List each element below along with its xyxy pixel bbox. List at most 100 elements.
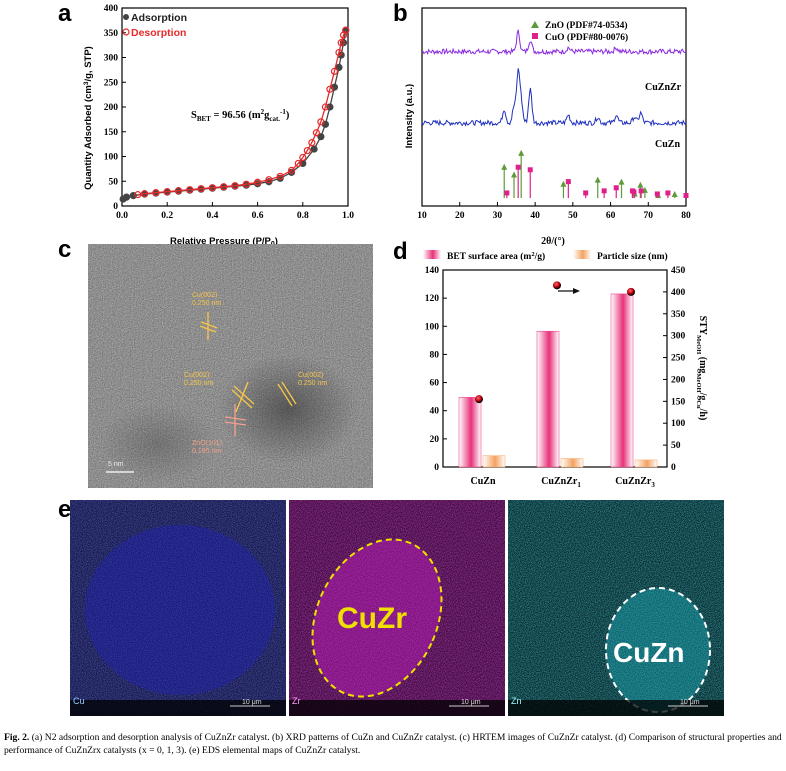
d-ytick-right-label: 0 xyxy=(671,463,676,473)
d-ytick-right-label: 200 xyxy=(671,375,686,385)
hrtem-image: Cu(002) 0.250 nm Cu(002) 0.250 nm Cu(002… xyxy=(88,244,373,488)
b-legend-zno-marker xyxy=(531,21,539,28)
b-ref-zno-marker xyxy=(655,192,662,199)
a-point-adsorption xyxy=(310,145,318,153)
a-point-adsorption xyxy=(265,178,273,186)
d-legend-ps-swatch xyxy=(573,250,591,259)
b-xlabel: 2θ/(°) xyxy=(541,236,565,247)
a-ytick-label: 350 xyxy=(104,29,119,39)
b-xtick-label: 70 xyxy=(644,211,654,221)
a-legend-desorption-marker xyxy=(122,28,130,36)
a-legend-adsorption-marker xyxy=(123,14,129,20)
d-ytick-right-label: 50 xyxy=(671,441,681,451)
b-ref-zno-marker xyxy=(518,149,525,156)
a-point-adsorption xyxy=(321,120,329,128)
a-xtick-label: 0.8 xyxy=(297,211,309,221)
hrtem-label-4: ZnO(101) 0.195 nm xyxy=(192,440,222,455)
figure-caption: Fig. 2. (a) N2 adsorption and desorption… xyxy=(4,731,784,757)
b-label-cuznzr: CuZnZr xyxy=(645,82,682,93)
d-sty-arrow xyxy=(558,288,580,294)
b-ref-cuo-marker xyxy=(515,164,521,170)
a-point-desorption xyxy=(287,166,296,174)
a-point-adsorption xyxy=(141,190,149,198)
a-point-desorption xyxy=(197,185,205,193)
a-point-adsorption xyxy=(129,192,137,200)
d-ytick-right-label: 350 xyxy=(671,310,686,320)
a-point-desorption xyxy=(330,67,339,75)
b-xtick-label: 80 xyxy=(681,211,691,221)
d-ytick-right-label: 300 xyxy=(671,332,686,342)
b-ref-cuo-marker xyxy=(504,190,510,196)
a-point-desorption xyxy=(242,180,250,188)
a-point-adsorption xyxy=(287,168,296,176)
a-point-desorption xyxy=(265,176,273,184)
a-plot-frame xyxy=(121,7,349,207)
d-ytick-right-label: 450 xyxy=(671,266,686,276)
eds-zr-tag: Zr xyxy=(292,696,301,706)
a-ytick-label: 150 xyxy=(104,128,119,138)
a-ytick-label: 0 xyxy=(113,202,118,212)
b-ref-cuo-marker xyxy=(583,190,589,196)
b-ref-zno-marker xyxy=(618,178,625,185)
eds-zn-tag: Zn xyxy=(511,696,522,706)
d-ytick-left-label: 60 xyxy=(430,379,440,389)
a-point-desorption xyxy=(174,187,183,195)
a-point-desorption xyxy=(186,186,194,194)
a-point-desorption xyxy=(303,146,311,155)
a-legend-adsorption: Adsorption xyxy=(131,12,187,24)
d-category-label: CuZnZr1 xyxy=(541,476,581,489)
d-plot-frame xyxy=(442,269,668,468)
a-point-adsorption xyxy=(197,185,205,193)
a-point-desorption xyxy=(152,189,160,197)
a-point-adsorption xyxy=(330,83,339,91)
a-legend-desorption: Desorption xyxy=(131,27,186,39)
a-point-adsorption xyxy=(326,103,334,111)
eds-zn-overlay: CuZn xyxy=(613,637,685,668)
a-xtick-label: 0.6 xyxy=(252,211,264,221)
a-point-desorption xyxy=(134,191,142,199)
eds-zn-scale: 10 μm xyxy=(680,699,700,706)
a-point-desorption xyxy=(276,172,284,180)
a-xtick-label: 0.0 xyxy=(116,211,128,221)
b-ref-cuo-marker xyxy=(613,185,619,191)
d-legend: BET surface area (m2/g) Particle size (n… xyxy=(423,250,668,262)
a-point-desorption xyxy=(317,118,325,126)
a-point-adsorption xyxy=(231,182,239,190)
d-legend-bet: BET surface area (m2/g) xyxy=(447,251,545,262)
b-ref-zno-marker xyxy=(631,190,638,197)
b-ylabel: Intensity (a.u.) xyxy=(404,84,415,148)
d-ylabel-right: STYMeOH (mgMeOH/gCu/h) xyxy=(695,316,708,421)
a-xtick-label: 1.0 xyxy=(342,211,354,221)
d-ytick-left-label: 120 xyxy=(425,294,440,304)
a-point-adsorption xyxy=(242,181,250,189)
caption-text: (a) N2 adsorption and desorption analysi… xyxy=(4,732,782,756)
d-ytick-left-label: 40 xyxy=(430,407,440,417)
d-bar-particle-size xyxy=(560,458,584,468)
b-ref-zno-marker xyxy=(641,186,648,193)
a-point-adsorption xyxy=(299,159,307,168)
a-point-adsorption xyxy=(186,186,194,194)
a-point-desorption xyxy=(337,39,345,47)
d-bar-bet xyxy=(458,397,482,468)
b-ref-zno-marker xyxy=(671,191,678,198)
d-legend-ps: Particle size (nm) xyxy=(597,251,668,262)
d-ytick-left-label: 140 xyxy=(425,266,440,276)
panel-letter-c: c xyxy=(58,236,72,263)
d-bar-particle-size xyxy=(634,459,658,468)
eds-map-cu: Cu 10 μm xyxy=(70,500,286,716)
a-point-adsorption xyxy=(335,63,343,72)
eds-cu-scale: 10 μm xyxy=(242,699,262,706)
a-point-adsorption xyxy=(163,188,171,196)
eds-map-zn: CuZn Zn 10 μm xyxy=(508,500,724,716)
hrtem-label-1: Cu(002) 0.250 nm xyxy=(192,292,222,307)
a-point-desorption xyxy=(321,103,329,111)
a-point-desorption xyxy=(231,182,239,190)
d-point-sty xyxy=(553,281,561,290)
a-point-adsorption xyxy=(254,180,262,188)
a-ytick-label: 100 xyxy=(104,153,119,163)
hrtem-texture xyxy=(88,244,373,488)
b-xtick-label: 20 xyxy=(455,211,465,221)
d-category-label: CuZn xyxy=(470,476,495,487)
a-point-desorption xyxy=(208,184,216,192)
a-ytick-label: 300 xyxy=(104,54,119,64)
